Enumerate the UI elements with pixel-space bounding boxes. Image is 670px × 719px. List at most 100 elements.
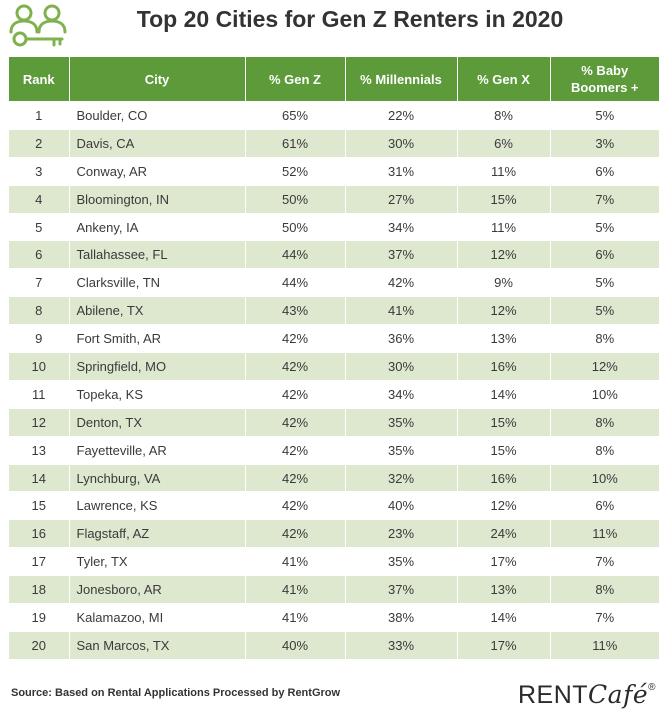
cell-gen-x: 14%: [457, 603, 551, 632]
cell-rank: 3: [9, 156, 70, 186]
cell-baby-boomers: 6%: [550, 240, 659, 269]
cell-millennials: 32%: [345, 463, 458, 492]
cell-baby-boomers: 6%: [550, 491, 659, 520]
cell-millennials: 35%: [345, 407, 458, 437]
table-row: 18 Jonesboro, AR 41% 37% 13% 8%: [9, 575, 659, 604]
cell-city: San Marcos, TX: [69, 630, 246, 659]
cell-gen-x: 12%: [457, 491, 551, 520]
cell-millennials: 37%: [345, 575, 458, 604]
cell-millennials: 34%: [345, 379, 458, 409]
cell-rank: 12: [9, 407, 70, 437]
cell-gen-z: 40%: [245, 630, 346, 659]
cell-gen-z: 50%: [245, 184, 346, 214]
cell-city: Lawrence, KS: [69, 491, 246, 520]
cell-millennials: 33%: [345, 630, 458, 659]
cell-rank: 13: [9, 435, 70, 465]
cell-rank: 15: [9, 491, 70, 520]
cell-city: Bloomington, IN: [69, 184, 246, 214]
header-col-gen-z: % Gen Z: [245, 57, 346, 102]
cell-city: Davis, CA: [69, 128, 246, 158]
cell-baby-boomers: 10%: [550, 379, 659, 409]
cell-gen-z: 41%: [245, 603, 346, 632]
header-col-millennials: % Millennials: [345, 57, 458, 102]
header-col-rank: Rank: [9, 57, 70, 102]
cell-gen-z: 43%: [245, 296, 346, 325]
cell-rank: 6: [9, 240, 70, 269]
cell-rank: 5: [9, 212, 70, 241]
cell-baby-boomers: 8%: [550, 407, 659, 437]
table-row: 8 Abilene, TX 43% 41% 12% 5%: [9, 296, 659, 325]
cell-gen-x: 12%: [457, 240, 551, 269]
cell-gen-x: 11%: [457, 156, 551, 186]
cell-rank: 11: [9, 379, 70, 409]
cell-rank: 8: [9, 296, 70, 325]
cell-gen-x: 15%: [457, 407, 551, 437]
cell-gen-x: 14%: [457, 379, 551, 409]
cell-city: Lynchburg, VA: [69, 463, 246, 492]
cell-millennials: 35%: [345, 435, 458, 465]
cell-gen-z: 41%: [245, 575, 346, 604]
cell-gen-x: 6%: [457, 128, 551, 158]
cell-gen-x: 17%: [457, 630, 551, 659]
cell-rank: 10: [9, 352, 70, 381]
table-row: 20 San Marcos, TX 40% 33% 17% 11%: [9, 630, 659, 659]
cell-gen-z: 42%: [245, 379, 346, 409]
header-col-gen-x: % Gen X: [457, 57, 551, 102]
cell-city: Fayetteville, AR: [69, 435, 246, 465]
cell-gen-x: 16%: [457, 463, 551, 492]
cell-millennials: 31%: [345, 156, 458, 186]
cell-city: Fort Smith, AR: [69, 324, 246, 353]
data-table: Rank City% Gen Z% Millennials% Gen X% Bab…: [9, 57, 659, 659]
cell-baby-boomers: 10%: [550, 463, 659, 492]
table-row: 19 Kalamazoo, MI 41% 38% 14% 7%: [9, 603, 659, 632]
cell-rank: 9: [9, 324, 70, 353]
cell-rank: 20: [9, 630, 70, 659]
cell-baby-boomers: 7%: [550, 184, 659, 214]
table-header-row: Rank City% Gen Z% Millennials% Gen X% Bab…: [9, 57, 659, 102]
cell-rank: 4: [9, 184, 70, 214]
cell-city: Tyler, TX: [69, 547, 246, 576]
cell-millennials: 38%: [345, 603, 458, 632]
table-row: 1 Boulder, CO 65% 22% 8% 5%: [9, 101, 659, 130]
cell-baby-boomers: 5%: [550, 296, 659, 325]
brand-cafe: Café: [588, 680, 649, 709]
cell-city: Topeka, KS: [69, 379, 246, 409]
header-col-city: City: [69, 57, 246, 102]
cell-millennials: 23%: [345, 519, 458, 548]
cell-rank: 2: [9, 128, 70, 158]
cell-city: Denton, TX: [69, 407, 246, 437]
cell-city: Clarksville, TN: [69, 268, 246, 297]
cell-gen-z: 42%: [245, 491, 346, 520]
table-row: 11 Topeka, KS 42% 34% 14% 10%: [9, 379, 659, 409]
table-row: 12 Denton, TX 42% 35% 15% 8%: [9, 407, 659, 437]
cell-gen-z: 42%: [245, 407, 346, 437]
cell-baby-boomers: 8%: [550, 324, 659, 353]
table-row: 5 Ankeny, IA 50% 34% 11% 5%: [9, 212, 659, 241]
cell-gen-x: 17%: [457, 547, 551, 576]
cell-gen-z: 42%: [245, 519, 346, 548]
cell-city: Tallahassee, FL: [69, 240, 246, 269]
table-row: 3 Conway, AR 52% 31% 11% 6%: [9, 156, 659, 186]
cell-baby-boomers: 11%: [550, 519, 659, 548]
cell-city: Ankeny, IA: [69, 212, 246, 241]
table-row: 17 Tyler, TX 41% 35% 17% 7%: [9, 547, 659, 576]
cell-millennials: 30%: [345, 128, 458, 158]
cell-city: Conway, AR: [69, 156, 246, 186]
table-row: 9 Fort Smith, AR 42% 36% 13% 8%: [9, 324, 659, 353]
cell-gen-x: 24%: [457, 519, 551, 548]
cell-city: Boulder, CO: [69, 101, 246, 130]
cell-baby-boomers: 5%: [550, 212, 659, 241]
cell-gen-z: 44%: [245, 240, 346, 269]
cell-baby-boomers: 12%: [550, 352, 659, 381]
cell-baby-boomers: 7%: [550, 547, 659, 576]
cell-millennials: 36%: [345, 324, 458, 353]
cell-millennials: 30%: [345, 352, 458, 381]
cell-gen-x: 12%: [457, 296, 551, 325]
cell-gen-x: 13%: [457, 324, 551, 353]
cell-rank: 16: [9, 519, 70, 548]
cell-rank: 7: [9, 268, 70, 297]
cell-gen-x: 15%: [457, 184, 551, 214]
table-row: 14 Lynchburg, VA 42% 32% 16% 10%: [9, 463, 659, 492]
cell-city: Abilene, TX: [69, 296, 246, 325]
cell-rank: 1: [9, 101, 70, 130]
